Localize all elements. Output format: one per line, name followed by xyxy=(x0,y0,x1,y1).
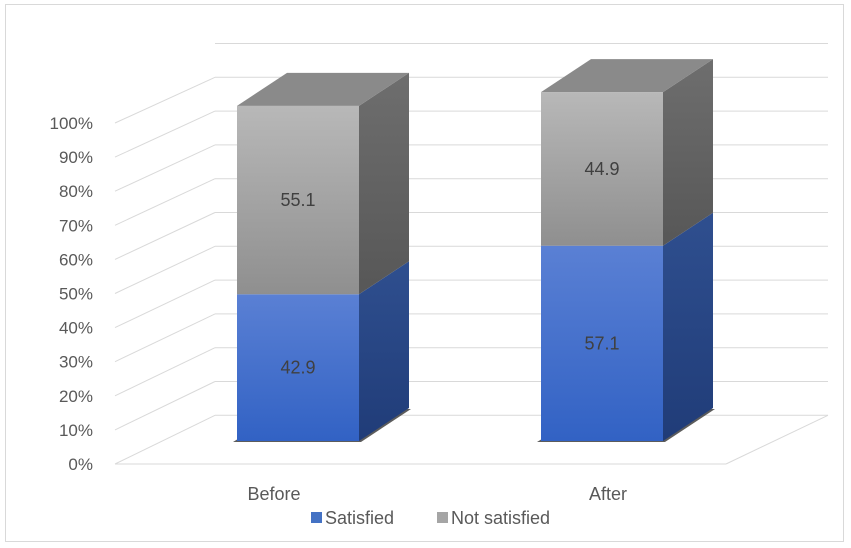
gridline-diagonal xyxy=(114,110,216,158)
bars xyxy=(233,59,715,442)
y-axis-ticks: 0% 10% 20% 30% 40% 50% 60% 70% 80% 90% 100% xyxy=(50,114,93,474)
y-tick-label: 40% xyxy=(59,319,93,338)
gridline-diagonal xyxy=(114,347,216,397)
bar-side-not-satisfied xyxy=(663,59,713,246)
data-label: 44.9 xyxy=(584,159,619,179)
gridline-diagonal xyxy=(114,279,216,329)
gridline-diagonal xyxy=(114,76,216,124)
x-category-label: After xyxy=(589,484,627,504)
y-tick-label: 70% xyxy=(59,216,93,235)
bar-side-satisfied xyxy=(359,261,409,441)
y-tick-label: 10% xyxy=(59,421,93,440)
bar-top xyxy=(541,59,713,93)
gridline-diagonal xyxy=(114,178,216,226)
y-tick-label: 100% xyxy=(50,114,93,133)
bar-side-not-satisfied xyxy=(359,72,409,295)
bar-side-satisfied xyxy=(663,212,713,441)
y-tick-label: 80% xyxy=(59,182,93,201)
y-tick-label: 30% xyxy=(59,353,93,372)
bar-satisfied-after xyxy=(541,245,663,441)
gridline-diagonal xyxy=(114,212,216,260)
legend-label: Satisfied xyxy=(325,508,394,528)
y-tick-label: 50% xyxy=(59,285,93,304)
bar-not-satisfied-before xyxy=(237,105,359,295)
floor-edge xyxy=(725,414,829,465)
data-label: 42.9 xyxy=(280,358,315,378)
x-category-label: Before xyxy=(247,484,300,504)
data-label: 57.1 xyxy=(584,333,619,353)
legend-swatch xyxy=(311,512,322,523)
bar-top xyxy=(237,72,409,106)
data-labels: 42.9 55.1 57.1 44.9 xyxy=(280,159,619,378)
x-axis-categories: Before After xyxy=(247,484,627,504)
legend-label: Not satisfied xyxy=(451,508,550,528)
gridline-diagonal xyxy=(114,144,216,192)
gridline-diagonal xyxy=(114,381,216,431)
gridlines xyxy=(114,43,829,465)
y-tick-label: 90% xyxy=(59,148,93,167)
legend: Satisfied Not satisfied xyxy=(311,508,550,528)
legend-swatch xyxy=(437,512,448,523)
y-tick-label: 20% xyxy=(59,387,93,406)
gridline-diagonal xyxy=(114,414,216,465)
data-label: 55.1 xyxy=(280,190,315,210)
bar-not-satisfied-after xyxy=(541,92,663,246)
gridline-diagonal xyxy=(114,313,216,363)
gridline-diagonal xyxy=(114,245,216,294)
y-tick-label: 0% xyxy=(68,455,93,474)
y-tick-label: 60% xyxy=(59,250,93,269)
bar-satisfied-before xyxy=(237,294,359,441)
